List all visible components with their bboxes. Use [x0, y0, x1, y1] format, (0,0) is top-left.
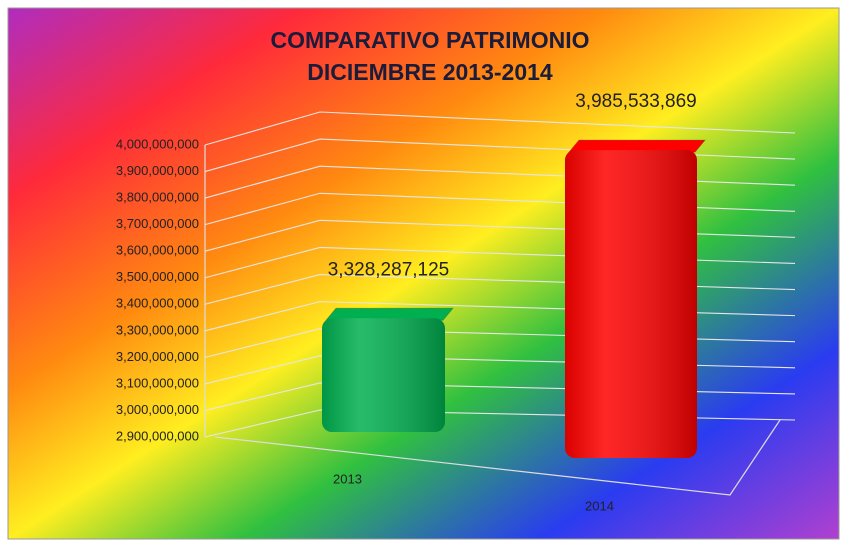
bar [565, 139, 707, 458]
y-tick-label: 3,500,000,000 [116, 269, 199, 284]
floor-edge [214, 419, 781, 496]
y-tick-label: 3,200,000,000 [116, 349, 199, 364]
y-tick-label: 3,000,000,000 [116, 402, 199, 417]
y-tick-label: 3,800,000,000 [116, 190, 199, 205]
background [7, 7, 840, 540]
bar [322, 307, 455, 432]
data-label: 3,985,533,869 [575, 91, 697, 112]
y-tick-label: 3,600,000,000 [116, 243, 199, 258]
y-tick-label: 3,700,000,000 [116, 216, 199, 231]
y-tick-label: 3,400,000,000 [116, 296, 199, 311]
y-tick-label: 3,100,000,000 [116, 375, 199, 390]
x-tick-label: 2013 [333, 471, 362, 486]
bar-shade [565, 150, 697, 458]
y-tick-label: 3,300,000,000 [116, 322, 199, 337]
x-tick-label: 2014 [585, 498, 614, 513]
chart-title: COMPARATIVO PATRIMONIO [270, 27, 589, 53]
bar-shade [322, 318, 445, 432]
y-tick-label: 2,900,000,000 [116, 428, 199, 443]
y-tick-label: 3,900,000,000 [116, 163, 199, 178]
chart-title: DICIEMBRE 2013-2014 [307, 59, 553, 85]
y-tick-label: 4,000,000,000 [116, 136, 199, 151]
data-label: 3,328,287,125 [328, 259, 450, 280]
grid-line [204, 111, 796, 146]
